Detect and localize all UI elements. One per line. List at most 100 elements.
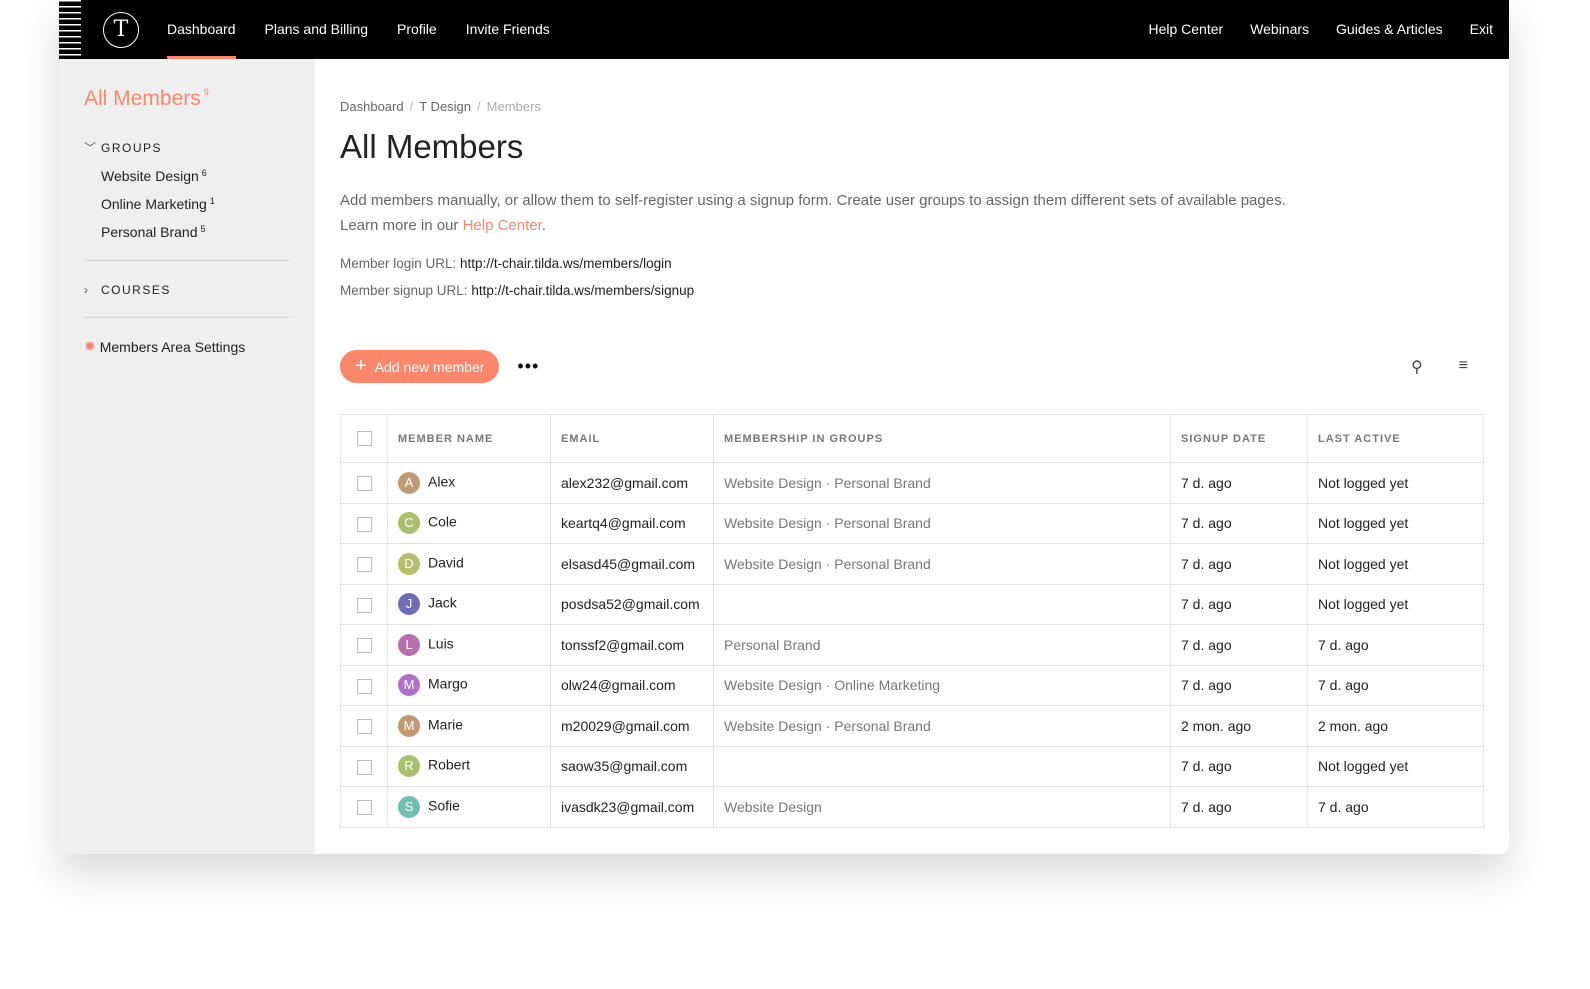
avatar: J <box>398 593 420 616</box>
nav-help-center[interactable]: Help Center <box>1148 21 1224 37</box>
login-url-label: Member login URL: <box>340 256 461 271</box>
col-signup-date[interactable]: SIGNUP DATE <box>1170 414 1308 463</box>
nav-invite-friends[interactable]: Invite Friends <box>465 21 550 37</box>
description-text: Add members manually, or allow them to s… <box>340 192 1286 209</box>
search-icon[interactable]: ⚲ <box>1410 358 1423 376</box>
email-cell: tonssf2@gmail.com <box>550 624 714 666</box>
add-label: Add new member <box>374 358 485 375</box>
email-cell: saow35@gmail.com <box>550 745 714 787</box>
member-name: Robert <box>428 756 471 773</box>
col-email[interactable]: EMAIL <box>550 414 714 463</box>
table-row[interactable]: J Jack posdsa52@gmail.com 7 d. ago Not lo… <box>340 583 1484 625</box>
member-name-cell[interactable]: C Cole <box>387 502 551 544</box>
signup-url-row: Member signup URL: http://t-chair.tilda.… <box>340 283 1484 298</box>
nav-webinars[interactable]: Webinars <box>1250 21 1310 37</box>
chevron-right-icon: › <box>84 283 90 297</box>
signup-date-cell: 7 d. ago <box>1170 543 1308 585</box>
logo-icon[interactable]: T <box>103 11 139 48</box>
groups-toggle[interactable]: ﹀ GROUPS <box>84 139 290 156</box>
sidebar-group-online-marketing[interactable]: Online Marketing 1 <box>101 196 290 212</box>
group-label: Website Design <box>101 168 199 184</box>
last-active-cell: Not logged yet <box>1307 462 1484 504</box>
member-name-cell[interactable]: S Sofie <box>387 786 551 828</box>
member-name-cell[interactable]: J Jack <box>387 583 551 625</box>
courses-toggle[interactable]: › COURSES <box>84 283 290 297</box>
all-members-label: All Members <box>84 87 201 110</box>
divider <box>84 260 290 261</box>
members-area-settings[interactable]: ✹ Members Area Settings <box>84 338 290 355</box>
member-name-cell[interactable]: L Luis <box>387 624 551 666</box>
table-row[interactable]: D David elsasd45@gmail.com Website Design… <box>340 543 1484 585</box>
email-cell: olw24@gmail.com <box>550 664 714 706</box>
nav-plans-billing[interactable]: Plans and Billing <box>264 21 369 37</box>
more-options-icon[interactable]: ••• <box>517 356 540 376</box>
row-checkbox[interactable] <box>340 462 388 504</box>
help-center-link[interactable]: Help Center <box>462 217 542 234</box>
group-count: 6 <box>201 168 207 178</box>
member-name-cell[interactable]: M Marie <box>387 705 551 747</box>
select-all-checkbox[interactable] <box>340 414 388 463</box>
row-checkbox[interactable] <box>340 705 388 747</box>
nav-profile[interactable]: Profile <box>397 21 437 37</box>
sidebar-group-personal-brand[interactable]: Personal Brand 5 <box>101 224 290 240</box>
row-checkbox[interactable] <box>340 624 388 666</box>
signup-date-cell: 7 d. ago <box>1170 624 1308 666</box>
row-checkbox[interactable] <box>340 502 388 544</box>
member-name: David <box>428 554 464 571</box>
page-title: All Members <box>340 128 524 165</box>
member-name-cell[interactable]: R Robert <box>387 745 551 787</box>
login-url-link[interactable]: http://t-chair.tilda.ws/members/login <box>460 256 672 271</box>
member-name: Cole <box>428 513 457 530</box>
sidebar-group-website-design[interactable]: Website Design 6 <box>101 168 290 184</box>
table-header: MEMBER NAME EMAIL MEMBERSHIP IN GROUPS S… <box>340 414 1484 463</box>
email-cell: m20029@gmail.com <box>550 705 714 747</box>
table-row[interactable]: M Margo olw24@gmail.com Website Design · … <box>340 664 1484 706</box>
avatar: M <box>398 714 420 737</box>
member-name-cell[interactable]: A Alex <box>387 462 551 504</box>
col-member-name[interactable]: MEMBER NAME <box>387 414 551 463</box>
last-active-cell: Not logged yet <box>1307 543 1484 585</box>
crumb-project[interactable]: T Design <box>419 99 472 114</box>
add-new-member-button[interactable]: + Add new member <box>340 350 500 383</box>
settings-label: Members Area Settings <box>99 338 246 355</box>
nav-guides[interactable]: Guides & Articles <box>1336 21 1443 37</box>
avatar: M <box>398 674 420 697</box>
avatar: L <box>398 633 420 656</box>
table-row[interactable]: R Robert saow35@gmail.com 7 d. ago Not lo… <box>340 745 1484 787</box>
table-row[interactable]: C Cole keartq4@gmail.com Website Design ·… <box>340 502 1484 544</box>
group-label: Personal Brand <box>101 224 198 240</box>
last-active-cell: Not logged yet <box>1307 502 1484 544</box>
table-row[interactable]: S Sofie ivasdk23@gmail.com Website Design… <box>340 786 1484 828</box>
row-checkbox[interactable] <box>340 786 388 828</box>
col-last-active[interactable]: LAST ACTIVE <box>1307 414 1484 463</box>
breadcrumb: Dashboard / T Design / Members <box>340 99 541 114</box>
row-checkbox[interactable] <box>340 745 388 787</box>
groups-cell: Personal Brand <box>713 624 1171 666</box>
row-checkbox[interactable] <box>340 583 388 625</box>
signup-date-cell: 7 d. ago <box>1170 786 1308 828</box>
nav-exit[interactable]: Exit <box>1469 21 1493 37</box>
groups-cell <box>713 583 1171 625</box>
member-name-cell[interactable]: D David <box>387 543 551 585</box>
sidebar-all-members[interactable]: All Members 9 <box>84 87 290 111</box>
table-row[interactable]: A Alex alex232@gmail.com Website Design ·… <box>340 462 1484 504</box>
signup-url-link[interactable]: http://t-chair.tilda.ws/members/signup <box>471 283 695 298</box>
signup-date-cell: 7 d. ago <box>1170 745 1308 787</box>
groups-cell: Website Design · Personal Brand <box>713 705 1171 747</box>
crumb-dashboard[interactable]: Dashboard <box>340 99 404 114</box>
avatar: S <box>398 795 420 818</box>
learn-more-text: Learn more in our <box>340 217 463 234</box>
email-cell: posdsa52@gmail.com <box>550 583 714 625</box>
toolbar: + Add new member ••• ⚲ ≡ <box>340 350 1484 383</box>
row-checkbox[interactable] <box>340 543 388 585</box>
groups-cell: Website Design · Personal Brand <box>713 462 1171 504</box>
table-row[interactable]: L Luis tonssf2@gmail.com Personal Brand 7… <box>340 624 1484 666</box>
filter-icon[interactable]: ≡ <box>1458 356 1468 374</box>
all-members-count: 9 <box>203 87 209 97</box>
signup-date-cell: 7 d. ago <box>1170 502 1308 544</box>
table-row[interactable]: M Marie m20029@gmail.com Website Design ·… <box>340 705 1484 747</box>
row-checkbox[interactable] <box>340 664 388 706</box>
nav-dashboard[interactable]: Dashboard <box>167 0 236 59</box>
member-name-cell[interactable]: M Margo <box>387 664 551 706</box>
col-groups[interactable]: MEMBERSHIP IN GROUPS <box>713 414 1171 463</box>
